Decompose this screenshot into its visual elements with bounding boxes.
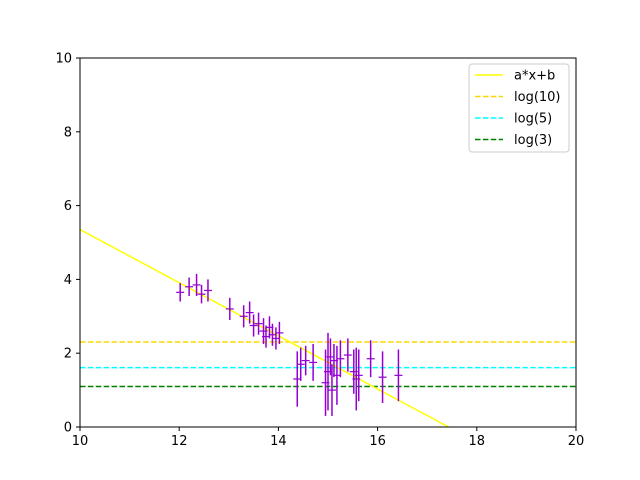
data-point — [185, 277, 194, 297]
legend-label: log(3) — [514, 133, 552, 148]
data-point — [254, 312, 263, 335]
data-point — [249, 314, 258, 337]
clipped-series — [80, 228, 576, 427]
data-point — [275, 321, 284, 344]
data-point — [245, 301, 254, 324]
y-tick-label: 6 — [64, 199, 72, 214]
data-point — [326, 338, 335, 376]
x-tick-label: 14 — [270, 434, 287, 449]
legend: a*x+b log(10) log(5) log(3) — [468, 63, 570, 153]
data-point — [239, 305, 248, 328]
data-point — [225, 297, 234, 320]
data-point — [176, 283, 185, 302]
data-point — [262, 325, 270, 348]
data-point — [394, 349, 403, 402]
data-point — [192, 273, 201, 297]
y-tick-label: 2 — [64, 347, 72, 362]
data-point — [354, 349, 363, 402]
data-point — [301, 345, 310, 376]
data-point — [343, 338, 352, 372]
data-point — [327, 364, 336, 416]
y-tick-label: 8 — [64, 125, 72, 140]
x-tick-label: 20 — [568, 434, 585, 449]
data-point — [309, 343, 318, 381]
data-point — [268, 323, 277, 346]
data-point — [336, 340, 345, 378]
legend-label: a*x+b — [514, 69, 555, 84]
axes-frame — [79, 57, 577, 428]
legend-label: log(10) — [514, 90, 561, 105]
x-tick-label: 16 — [369, 434, 386, 449]
y-tick-label: 0 — [64, 421, 72, 436]
x-tick-label: 10 — [72, 434, 89, 449]
series-layer — [80, 228, 576, 427]
axes-layer: 10 12 14 16 18 20 0 2 4 6 8 10 — [55, 52, 584, 450]
data-point — [203, 279, 212, 302]
data-point — [296, 347, 305, 381]
y-tick-label: 10 — [55, 52, 72, 67]
x-tick-label: 18 — [469, 434, 486, 449]
legend-box — [468, 63, 570, 153]
data-point — [293, 351, 302, 407]
x-tick-label: 12 — [171, 434, 188, 449]
data-point — [271, 327, 280, 350]
data-point — [366, 340, 375, 378]
data-point — [378, 351, 387, 404]
y-tick-label: 4 — [64, 273, 72, 288]
legend-label: log(5) — [514, 112, 552, 127]
data-point — [197, 284, 206, 304]
data-point — [332, 345, 341, 405]
